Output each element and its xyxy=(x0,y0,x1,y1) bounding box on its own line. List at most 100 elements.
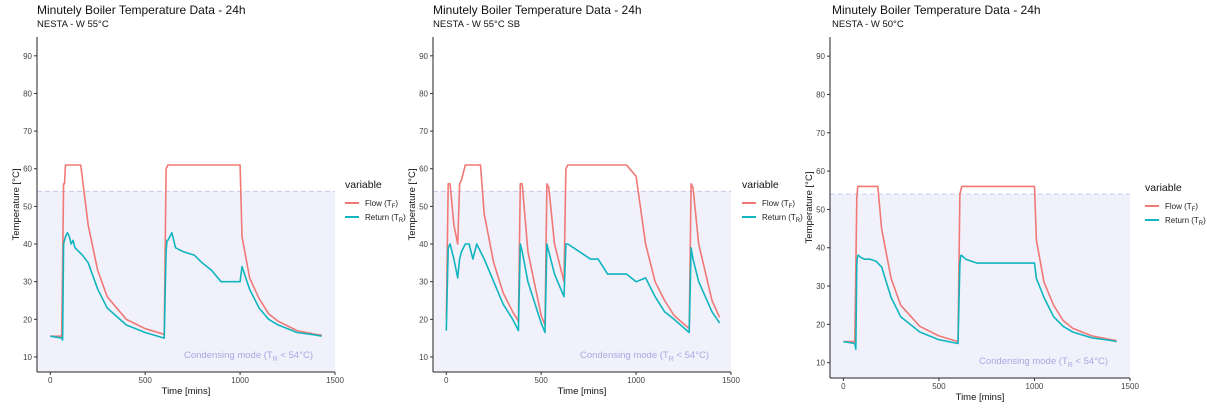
chart-subtitle: NESTA - W 50°C xyxy=(832,19,904,30)
x-tick-label: 500 xyxy=(139,376,153,385)
annotation-main: Condensing mode (T xyxy=(184,350,273,361)
y-tick-label: 90 xyxy=(419,52,428,61)
y-tick-label: 50 xyxy=(816,205,825,214)
legend-flow-label: Flow (TF) xyxy=(762,199,795,210)
y-axis-label: Temperature [°C] xyxy=(407,169,418,241)
series-flow-line xyxy=(445,164,721,330)
chart-subtitle: NESTA - W 55°C xyxy=(37,19,109,30)
x-tick-label: 1000 xyxy=(627,376,645,385)
y-tick-label: 10 xyxy=(419,353,428,362)
condensing-annotation: Condensing mode (TR < 54°C) xyxy=(184,350,313,363)
y-tick-label: 50 xyxy=(23,202,32,211)
series-return-line xyxy=(445,243,721,334)
y-tick-label: 30 xyxy=(23,278,32,287)
x-tick-label: 500 xyxy=(932,382,946,391)
legend-return-close: ) xyxy=(800,213,803,222)
annotation-subscript: R xyxy=(1068,362,1073,369)
y-tick-label: 10 xyxy=(816,359,825,368)
chart-panel-2: Minutely Boiler Temperature Data - 24h NE… xyxy=(407,3,803,397)
legend-return-text: Return (T xyxy=(762,213,796,222)
legend-return-text: Return (T xyxy=(1165,216,1199,225)
annotation-tail: < 54°C) xyxy=(278,350,313,361)
y-tick-label: 70 xyxy=(419,127,428,136)
legend-return-label: Return (TR) xyxy=(1165,216,1206,227)
series-flow-line xyxy=(50,164,322,337)
x-tick-label: 0 xyxy=(48,376,53,385)
x-axis-label: Time [mins] xyxy=(162,386,211,397)
x-tick-label: 500 xyxy=(535,376,549,385)
y-tick-label: 90 xyxy=(23,52,32,61)
annotation-subscript: R xyxy=(669,356,674,363)
condensing-annotation: Condensing mode (TR < 54°C) xyxy=(580,350,709,363)
x-axis-label: Time [mins] xyxy=(558,386,607,397)
chart-title: Minutely Boiler Temperature Data - 24h xyxy=(433,3,642,17)
series-flow-line xyxy=(843,185,1117,343)
y-tick-label: 70 xyxy=(23,127,32,136)
legend-flow-label: Flow (TF) xyxy=(365,199,398,210)
annotation-main: Condensing mode (T xyxy=(580,350,669,361)
y-tick-label: 30 xyxy=(419,278,428,287)
x-tick-label: 0 xyxy=(841,382,846,391)
legend-title: variable xyxy=(1145,182,1182,194)
legend-title: variable xyxy=(742,179,779,191)
legend-flow-text: Flow (T xyxy=(762,199,789,208)
legend-flow-subscript: F xyxy=(789,204,793,210)
legend-return-subscript: R xyxy=(1199,221,1204,227)
annotation-main: Condensing mode (T xyxy=(979,356,1068,367)
x-axis-label: Time [mins] xyxy=(956,392,1005,403)
legend-flow-close: ) xyxy=(1195,202,1198,211)
x-tick-label: 1000 xyxy=(231,376,249,385)
x-tick-label: 0 xyxy=(444,376,449,385)
legend-return-subscript: R xyxy=(399,218,404,224)
y-axis-label: Temperature [°C] xyxy=(804,172,815,244)
series-return-line xyxy=(843,254,1117,351)
y-tick-label: 80 xyxy=(816,90,825,99)
legend-flow-text: Flow (T xyxy=(1165,202,1192,211)
y-tick-label: 20 xyxy=(816,320,825,329)
y-tick-label: 10 xyxy=(23,353,32,362)
legend-return-close: ) xyxy=(1203,216,1206,225)
annotation-tail: < 54°C) xyxy=(674,350,709,361)
legend-return-label: Return (TR) xyxy=(365,213,406,224)
y-tick-label: 20 xyxy=(23,315,32,324)
condensing-region xyxy=(433,191,731,372)
legend-flow-subscript: F xyxy=(392,204,396,210)
y-tick-label: 40 xyxy=(23,240,32,249)
legend-flow-text: Flow (T xyxy=(365,199,392,208)
y-tick-label: 50 xyxy=(419,202,428,211)
legend-return-close: ) xyxy=(403,213,406,222)
chart-title: Minutely Boiler Temperature Data - 24h xyxy=(832,3,1041,17)
legend-flow-label: Flow (TF) xyxy=(1165,202,1198,213)
chart-title: Minutely Boiler Temperature Data - 24h xyxy=(37,3,246,17)
legend-return-label: Return (TR) xyxy=(762,213,803,224)
x-tick-label: 1000 xyxy=(1026,382,1044,391)
condensing-annotation: Condensing mode (TR < 54°C) xyxy=(979,356,1108,369)
y-axis-label: Temperature [°C] xyxy=(11,169,22,241)
y-tick-label: 40 xyxy=(816,244,825,253)
y-tick-label: 60 xyxy=(23,165,32,174)
x-tick-label: 1500 xyxy=(722,376,740,385)
chart-panel-3: Minutely Boiler Temperature Data - 24h NE… xyxy=(804,3,1206,403)
legend-title: variable xyxy=(345,179,382,191)
condensing-region xyxy=(830,194,1130,378)
y-tick-label: 60 xyxy=(419,165,428,174)
x-tick-label: 1500 xyxy=(326,376,344,385)
condensing-region xyxy=(37,191,335,372)
annotation-tail: < 54°C) xyxy=(1073,356,1108,367)
y-tick-label: 30 xyxy=(816,282,825,291)
y-tick-label: 80 xyxy=(419,89,428,98)
y-tick-label: 60 xyxy=(816,167,825,176)
chart-subtitle: NESTA - W 55°C SB xyxy=(433,19,520,30)
y-tick-label: 70 xyxy=(816,129,825,138)
y-tick-label: 40 xyxy=(419,240,428,249)
legend-return-subscript: R xyxy=(796,218,801,224)
y-tick-label: 90 xyxy=(816,52,825,61)
legend-flow-close: ) xyxy=(792,199,795,208)
chart-panel-1: Minutely Boiler Temperature Data - 24h NE… xyxy=(11,3,406,397)
legend-flow-close: ) xyxy=(395,199,398,208)
y-tick-label: 20 xyxy=(419,315,428,324)
y-tick-label: 80 xyxy=(23,89,32,98)
legend-flow-subscript: F xyxy=(1192,207,1196,213)
annotation-subscript: R xyxy=(273,356,278,363)
